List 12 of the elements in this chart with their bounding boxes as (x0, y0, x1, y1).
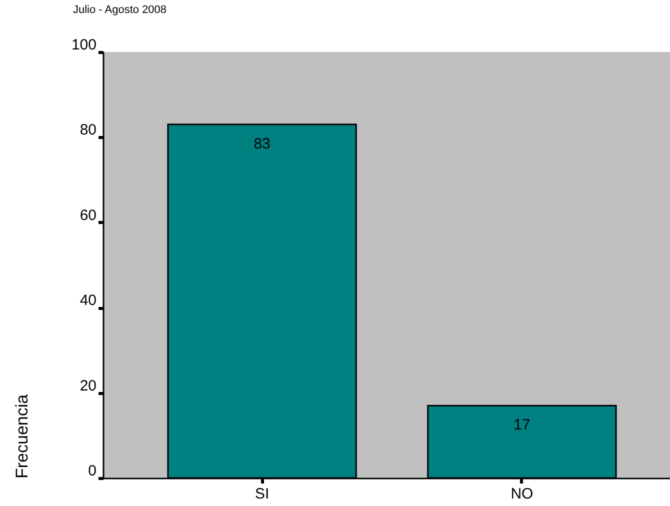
x-tick-label: NO (510, 486, 534, 502)
y-tick-label: 100 (71, 36, 96, 54)
y-axis-title: Frecuencia (12, 394, 32, 478)
y-tick-label: 0 (88, 462, 96, 480)
data-label: 83 (254, 135, 270, 152)
chart-title: Julio - Agosto 2008 (72, 4, 167, 16)
data-label: 17 (514, 416, 530, 434)
y-tick-label: 20 (80, 377, 96, 394)
y-tick-label: 40 (80, 292, 96, 310)
x-tick-label: SI (254, 486, 270, 502)
y-tick-label: 60 (80, 206, 96, 224)
y-tick-label: 80 (80, 122, 96, 139)
